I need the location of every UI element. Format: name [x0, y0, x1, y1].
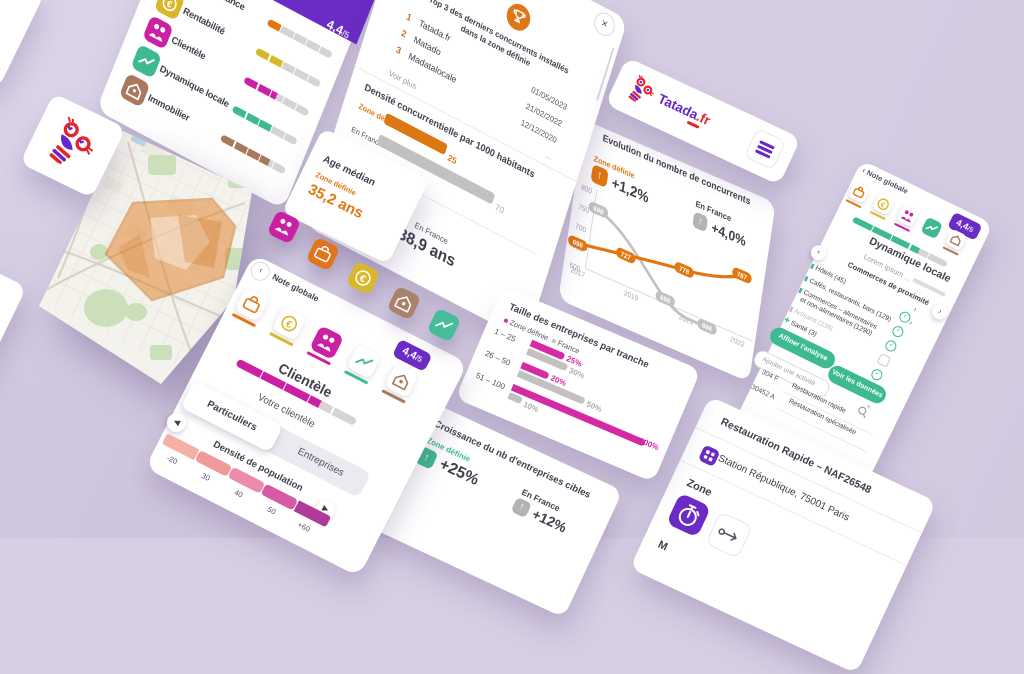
svg-text:700: 700 [575, 222, 587, 235]
svg-text:787: 787 [736, 271, 747, 282]
svg-text:750: 750 [578, 202, 590, 215]
svg-text:600: 600 [569, 261, 581, 274]
svg-text:€: € [358, 273, 368, 286]
svg-text:698: 698 [701, 322, 712, 333]
svg-text:698: 698 [572, 239, 583, 250]
svg-text:698: 698 [593, 205, 604, 216]
svg-text:778: 778 [679, 265, 690, 276]
svg-text:727: 727 [620, 251, 631, 262]
svg-text:€: € [879, 200, 887, 210]
svg-text:698: 698 [660, 294, 671, 305]
svg-text:€: € [165, 0, 173, 10]
svg-text:2017: 2017 [570, 266, 585, 280]
svg-text:800: 800 [581, 183, 593, 196]
svg-text:€: € [284, 319, 294, 332]
